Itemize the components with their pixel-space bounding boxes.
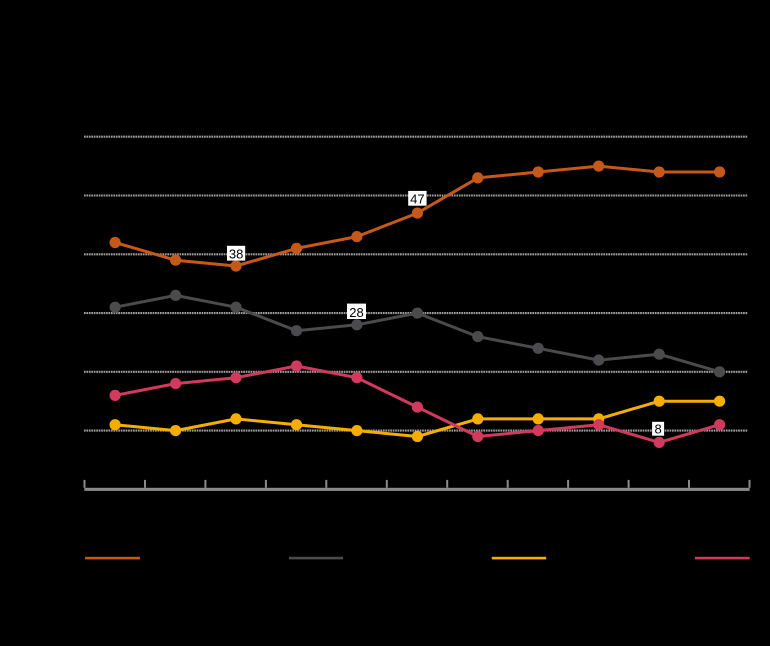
svg-text:47: 47 [410, 192, 424, 207]
svg-text:8: 8 [654, 422, 661, 437]
svg-text:38: 38 [229, 247, 243, 262]
svg-text:28: 28 [349, 305, 363, 320]
